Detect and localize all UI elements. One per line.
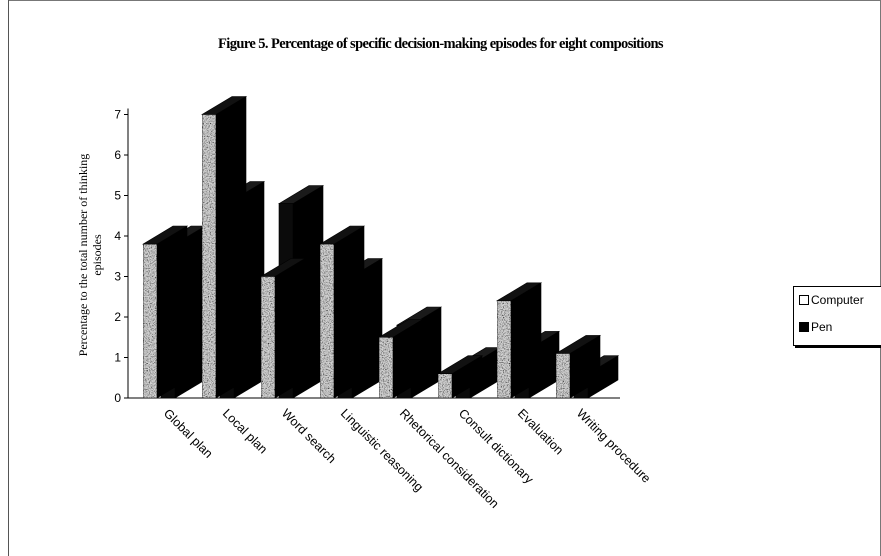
bar-computer-word-search-side (274, 257, 306, 399)
bar-computer-evaluation-front (496, 300, 512, 399)
bar-computer-consult-dictionary (436, 355, 484, 399)
bar-computer-evaluation-side (510, 282, 542, 399)
category-label-local-plan: Local plan (220, 406, 270, 456)
y-tick-label: 0 (114, 391, 121, 405)
chart-title: Figure 5. Percentage of specific decisio… (218, 36, 664, 52)
category-label-word-search: Word search (279, 406, 339, 466)
legend: Computer Pen (793, 286, 881, 346)
category-label-evaluation: Evaluation (515, 406, 566, 457)
y-tick-label: 1 (114, 351, 121, 365)
legend-label-computer: Computer (811, 293, 864, 307)
bar-computer-global-plan-front (142, 243, 158, 399)
bar-computer-linguistic-reasoning-front (319, 243, 335, 399)
legend-swatch-computer (799, 295, 809, 305)
bar-computer-rhetorical-consideration-front (378, 336, 394, 399)
legend-item-computer: Computer (799, 293, 864, 307)
bar-computer-local-plan (200, 95, 248, 399)
bar-computer-linguistic-reasoning (318, 225, 366, 399)
y-tick-label: 5 (114, 189, 121, 203)
bar-computer-word-search (259, 257, 307, 399)
category-label-writing-procedure: Writing procedure (574, 406, 654, 486)
bar-computer-linguistic-reasoning-side (333, 225, 365, 399)
frame-left-border (8, 0, 9, 556)
y-tick-label: 7 (114, 108, 121, 122)
bar-computer-local-plan-front (201, 114, 217, 399)
bar-computer-writing-procedure (554, 334, 602, 399)
y-tick-label: 2 (114, 310, 121, 324)
bars-group (141, 95, 620, 399)
category-label-global-plan: Global plan (161, 406, 216, 461)
y-tick-label: 6 (114, 148, 121, 162)
bar-computer-rhetorical-consideration (377, 318, 425, 399)
legend-swatch-pen (799, 322, 809, 332)
bar-computer-writing-procedure-front (555, 353, 571, 399)
bar-computer-global-plan-side (156, 225, 188, 399)
bar-computer-global-plan (141, 225, 189, 399)
legend-item-pen: Pen (799, 320, 832, 334)
bar-computer-consult-dictionary-front (437, 373, 453, 399)
legend-label-pen: Pen (811, 320, 833, 334)
bar-computer-word-search-front (260, 276, 276, 399)
bar-computer-local-plan-side (215, 95, 247, 399)
y-tick-label: 4 (114, 229, 121, 243)
y-tick-label: 3 (114, 270, 121, 284)
frame-top-border (8, 0, 881, 1)
bar-computer-evaluation (495, 282, 543, 399)
category-labels: Global plan Local plan Word search Linguist… (161, 406, 654, 511)
category-label-rhetorical-consideration: Rhetorical consideration (397, 406, 502, 511)
